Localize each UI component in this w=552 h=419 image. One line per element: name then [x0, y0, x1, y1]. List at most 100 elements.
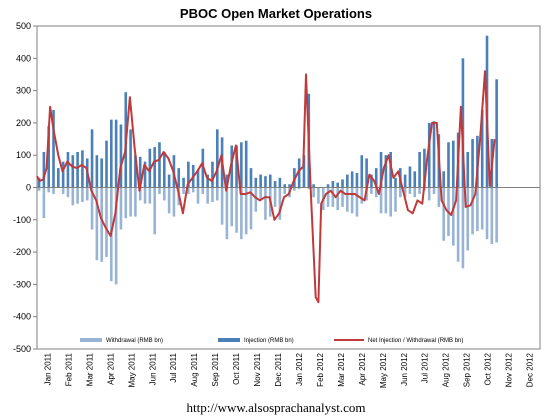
x-tick-label: Dec 2011: [274, 352, 283, 386]
injection-bar: [466, 151, 470, 188]
withdrawal-bar: [408, 187, 412, 194]
injection-bar: [336, 182, 339, 188]
injection-bar: [273, 181, 277, 188]
withdrawal-bar: [52, 187, 55, 194]
injection-bar: [418, 151, 421, 188]
withdrawal-bar: [480, 187, 484, 230]
withdrawal-bar: [350, 187, 354, 214]
injection-bar: [297, 158, 301, 188]
withdrawal-bar: [355, 187, 359, 217]
x-tick-label: Feb 2011: [64, 352, 73, 386]
x-tick-label: Aug 2011: [190, 352, 199, 386]
withdrawal-bar: [134, 187, 137, 217]
injection-bar: [249, 168, 253, 188]
withdrawal-bar: [273, 187, 277, 207]
injection-bar: [278, 177, 282, 188]
injection-bar: [423, 148, 426, 188]
injection-bar: [215, 129, 219, 188]
withdrawal-bar: [471, 187, 474, 235]
withdrawal-bar: [259, 187, 262, 199]
injection-bar: [374, 168, 378, 188]
injection-bar: [52, 109, 55, 188]
withdrawal-bar: [71, 187, 75, 206]
withdrawal-bar: [432, 187, 436, 194]
injection-bar: [158, 142, 161, 188]
injection-bar: [326, 184, 330, 188]
injection-bar: [259, 174, 262, 188]
injection-bar: [346, 174, 349, 188]
withdrawal-bar: [90, 187, 94, 230]
withdrawal-bar: [187, 187, 190, 194]
injection-bar: [138, 156, 142, 188]
injection-bars: [37, 35, 498, 188]
withdrawal-bar: [254, 187, 258, 212]
injection-bar: [403, 174, 407, 188]
injection-bar: [134, 155, 137, 188]
x-tick-label: Jan 2011: [43, 352, 52, 385]
x-tick-label: Jun 2012: [400, 352, 409, 385]
injection-bar: [167, 174, 171, 188]
withdrawal-bar: [456, 187, 460, 262]
withdrawal-bar: [240, 187, 243, 240]
withdrawal-bar: [215, 187, 219, 201]
injection-bar: [187, 161, 190, 188]
injection-bar: [379, 151, 383, 188]
withdrawal-bar: [138, 187, 142, 201]
injection-bar: [480, 109, 484, 188]
x-tick-label: May 2012: [379, 352, 388, 388]
injection-bar: [95, 155, 99, 188]
injection-bar: [341, 179, 344, 188]
withdrawal-bar: [37, 187, 41, 191]
y-tick-label: 0: [26, 183, 31, 193]
x-tick-label: Apr 2011: [106, 352, 115, 384]
injection-bar: [312, 184, 315, 188]
injection-bar: [153, 147, 156, 188]
injection-bar: [162, 151, 166, 188]
chart-title: PBOC Open Market Operations: [180, 6, 372, 21]
x-tick-label: Dec 2012: [526, 352, 535, 387]
y-tick-label: 200: [16, 118, 31, 128]
injection-bar: [47, 126, 50, 188]
injection-bar: [129, 129, 132, 188]
x-tick-label: Feb 2012: [316, 352, 325, 386]
injection-bar: [268, 174, 272, 188]
injection-bar: [57, 168, 60, 188]
withdrawal-bar: [466, 187, 470, 251]
injection-bar: [37, 177, 41, 188]
x-axis: Jan 2011 Feb 2011 Mar 2011 Apr 2011 May 2011…: [43, 352, 534, 388]
withdrawal-bar: [220, 187, 224, 225]
withdrawal-bar: [437, 187, 441, 207]
y-tick-label: 300: [16, 86, 31, 96]
injection-bar: [408, 166, 412, 188]
withdrawal-bar: [264, 187, 267, 220]
x-tick-label: Mar 2011: [85, 352, 94, 386]
injection-bar: [110, 119, 113, 188]
y-tick-label: -500: [13, 344, 31, 354]
withdrawal-bar: [283, 187, 287, 194]
withdrawal-bar: [167, 187, 171, 214]
withdrawal-bar: [235, 187, 238, 233]
injection-bar: [206, 174, 209, 188]
legend: Withdrawal (RMB bn) Injection (RMB bn) Net…: [80, 338, 463, 344]
withdrawal-bars: [37, 187, 498, 285]
y-tick-label: -300: [13, 279, 31, 289]
withdrawal-bar: [495, 187, 498, 243]
withdrawal-bar: [418, 187, 421, 194]
x-tick-label: Jul 2011: [169, 352, 178, 382]
net-injection-line-group: [36, 70, 496, 304]
x-tick-label: Oct 2012: [484, 352, 493, 385]
x-tick-label: Jul 2012: [421, 352, 430, 383]
x-tick-label: Mar 2012: [337, 352, 346, 386]
withdrawal-bar: [172, 187, 176, 217]
injection-bar: [105, 140, 108, 188]
injection-bar: [447, 142, 450, 188]
injection-bar: [288, 184, 291, 188]
withdrawal-bar: [317, 187, 320, 204]
source-url: http://www.alsosprachanalyst.com: [187, 400, 366, 415]
withdrawal-bar: [81, 187, 84, 203]
injection-bar: [90, 129, 94, 188]
y-tick-label: 400: [16, 53, 31, 63]
withdrawal-bar: [61, 187, 65, 194]
withdrawal-bar: [148, 187, 152, 204]
withdrawal-bar: [379, 187, 383, 214]
